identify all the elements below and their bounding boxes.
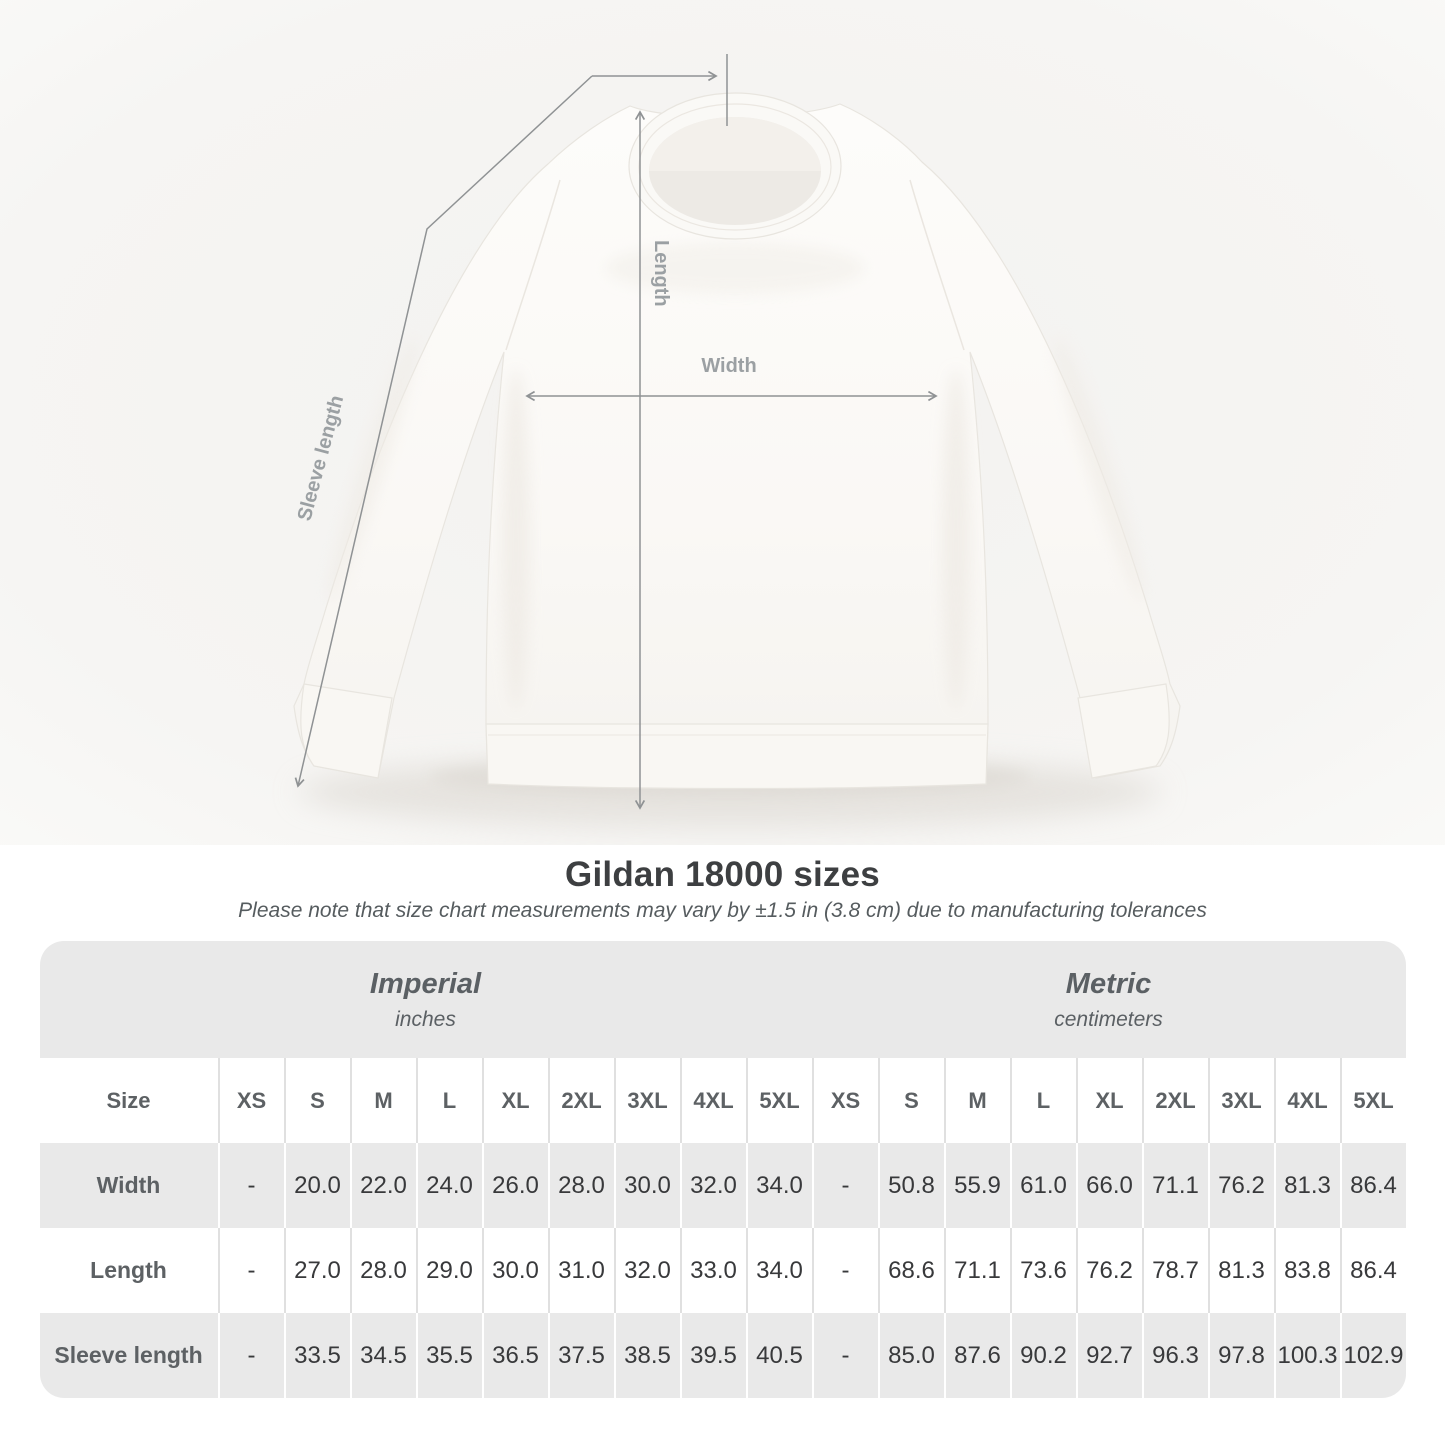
size-col-header-metric-l: L bbox=[1009, 1058, 1076, 1143]
size-chart-table: Imperial inches Metric centimeters Size X… bbox=[39, 941, 1406, 1398]
size-col-header-metric-4xl: 4XL bbox=[1273, 1058, 1340, 1143]
measurement-cell: 71.1 bbox=[1141, 1143, 1208, 1228]
size-col-header-imperial-xl: XL bbox=[481, 1058, 548, 1143]
measurement-cell: 27.0 bbox=[283, 1228, 350, 1313]
measurement-cell: 33.5 bbox=[283, 1313, 350, 1398]
measurement-cell: 71.1 bbox=[943, 1228, 1010, 1313]
size-col-header-metric-m: M bbox=[943, 1058, 1010, 1143]
width-measure-label: Width bbox=[701, 355, 756, 377]
size-col-header-imperial-s: S bbox=[283, 1058, 350, 1143]
measurement-cell: 20.0 bbox=[283, 1143, 350, 1228]
measurement-cell: 68.6 bbox=[877, 1228, 944, 1313]
size-col-header-imperial-m: M bbox=[349, 1058, 416, 1143]
measurement-cell: - bbox=[811, 1313, 878, 1398]
measurement-cell: 37.5 bbox=[547, 1313, 614, 1398]
size-col-header-metric-s: S bbox=[877, 1058, 944, 1143]
measurement-cell: 81.3 bbox=[1207, 1228, 1274, 1313]
measurement-cell: 31.0 bbox=[547, 1228, 614, 1313]
measurement-cell: 38.5 bbox=[613, 1313, 680, 1398]
size-col-header-metric-2xl: 2XL bbox=[1141, 1058, 1208, 1143]
size-col-header-imperial-3xl: 3XL bbox=[613, 1058, 680, 1143]
size-col-header-imperial-4xl: 4XL bbox=[679, 1058, 746, 1143]
imperial-header: Imperial inches bbox=[40, 941, 812, 1058]
size-chart-grid: Size XS S M L XL 2XL 3XL 4XL 5XL XS S M L XL 2XL 3XL 4XL 5… bbox=[39, 1058, 1406, 1398]
measurement-cell: 30.0 bbox=[613, 1143, 680, 1228]
measurement-cell: 35.5 bbox=[415, 1313, 482, 1398]
measurement-cell: 83.8 bbox=[1273, 1228, 1340, 1313]
row-label: Sleeve length bbox=[39, 1313, 218, 1398]
measurement-cell: 40.5 bbox=[745, 1313, 812, 1398]
tolerance-note: Please note that size chart measurements… bbox=[238, 899, 1207, 922]
sleeve-length-line bbox=[294, 75, 593, 788]
measurement-cell: 50.8 bbox=[877, 1143, 944, 1228]
right-cuff bbox=[1077, 683, 1170, 779]
measurement-cell: - bbox=[811, 1143, 878, 1228]
measurement-cell: 24.0 bbox=[415, 1143, 482, 1228]
measurement-cell: - bbox=[217, 1228, 284, 1313]
measurement-cell: 85.0 bbox=[877, 1313, 944, 1398]
measurement-cell: 90.2 bbox=[1009, 1313, 1076, 1398]
unit-header-band: Imperial inches Metric centimeters bbox=[39, 941, 1406, 1058]
imperial-unit: inches bbox=[395, 1007, 456, 1031]
size-col-header-imperial-xs: XS bbox=[217, 1058, 284, 1143]
size-col-header-imperial-5xl: 5XL bbox=[745, 1058, 812, 1143]
left-cuff bbox=[300, 683, 393, 779]
measurement-cell: 86.4 bbox=[1339, 1228, 1406, 1313]
sweatshirt-diagram: Width Length Sleeve length bbox=[0, 0, 1445, 845]
size-col-header-imperial-l: L bbox=[415, 1058, 482, 1143]
measurement-cell: 92.7 bbox=[1075, 1313, 1142, 1398]
measurement-cell: 97.8 bbox=[1207, 1313, 1274, 1398]
measurement-cell: 61.0 bbox=[1009, 1143, 1076, 1228]
measurement-cell: 66.0 bbox=[1075, 1143, 1142, 1228]
measurement-cell: 39.5 bbox=[679, 1313, 746, 1398]
length-measure-label: Length bbox=[650, 240, 672, 307]
size-col-header-metric-5xl: 5XL bbox=[1339, 1058, 1406, 1143]
measurement-cell: 32.0 bbox=[679, 1143, 746, 1228]
measurement-cell: 76.2 bbox=[1075, 1228, 1142, 1313]
size-col-header-imperial-2xl: 2XL bbox=[547, 1058, 614, 1143]
measurement-cell: 28.0 bbox=[349, 1228, 416, 1313]
row-label: Width bbox=[39, 1143, 218, 1228]
row-label: Length bbox=[39, 1228, 218, 1313]
measurement-cell: 34.0 bbox=[745, 1143, 812, 1228]
measurement-cell: - bbox=[217, 1143, 284, 1228]
product-photo-section: Width Length Sleeve length bbox=[0, 0, 1445, 845]
metric-header: Metric centimeters bbox=[812, 941, 1406, 1058]
measurement-cell: 34.5 bbox=[349, 1313, 416, 1398]
size-col-header-metric-3xl: 3XL bbox=[1207, 1058, 1274, 1143]
measurement-cell: 100.3 bbox=[1273, 1313, 1340, 1398]
measurement-cell: 102.9 bbox=[1339, 1313, 1406, 1398]
measurement-cell: 55.9 bbox=[943, 1143, 1010, 1228]
metric-title: Metric bbox=[1065, 967, 1152, 1000]
sweatshirt-image bbox=[293, 92, 1181, 790]
measurement-cell: 87.6 bbox=[943, 1313, 1010, 1398]
measurement-cell: 30.0 bbox=[481, 1228, 548, 1313]
measurement-cell: 29.0 bbox=[415, 1228, 482, 1313]
metric-unit: centimeters bbox=[1054, 1007, 1163, 1031]
size-corner-header: Size bbox=[39, 1058, 218, 1143]
size-col-header-metric-xs: XS bbox=[811, 1058, 878, 1143]
measurement-cell: 86.4 bbox=[1339, 1143, 1406, 1228]
waistband bbox=[485, 723, 989, 790]
measurement-cell: 33.0 bbox=[679, 1228, 746, 1313]
measurement-cell: 34.0 bbox=[745, 1228, 812, 1313]
page-title: Gildan 18000 sizes bbox=[565, 855, 880, 894]
measurement-cell: - bbox=[217, 1313, 284, 1398]
measurement-cell: 32.0 bbox=[613, 1228, 680, 1313]
measurement-cell: 36.5 bbox=[481, 1313, 548, 1398]
measurement-cell: 96.3 bbox=[1141, 1313, 1208, 1398]
measurement-cell: 26.0 bbox=[481, 1143, 548, 1228]
measurement-cell: - bbox=[811, 1228, 878, 1313]
measurement-cell: 73.6 bbox=[1009, 1228, 1076, 1313]
measurement-cell: 78.7 bbox=[1141, 1228, 1208, 1313]
measurement-overlay bbox=[294, 54, 938, 810]
imperial-title: Imperial bbox=[369, 967, 482, 1000]
measurement-cell: 22.0 bbox=[349, 1143, 416, 1228]
measurement-cell: 81.3 bbox=[1273, 1143, 1340, 1228]
size-col-header-metric-xl: XL bbox=[1075, 1058, 1142, 1143]
measurement-cell: 76.2 bbox=[1207, 1143, 1274, 1228]
measurement-cell: 28.0 bbox=[547, 1143, 614, 1228]
